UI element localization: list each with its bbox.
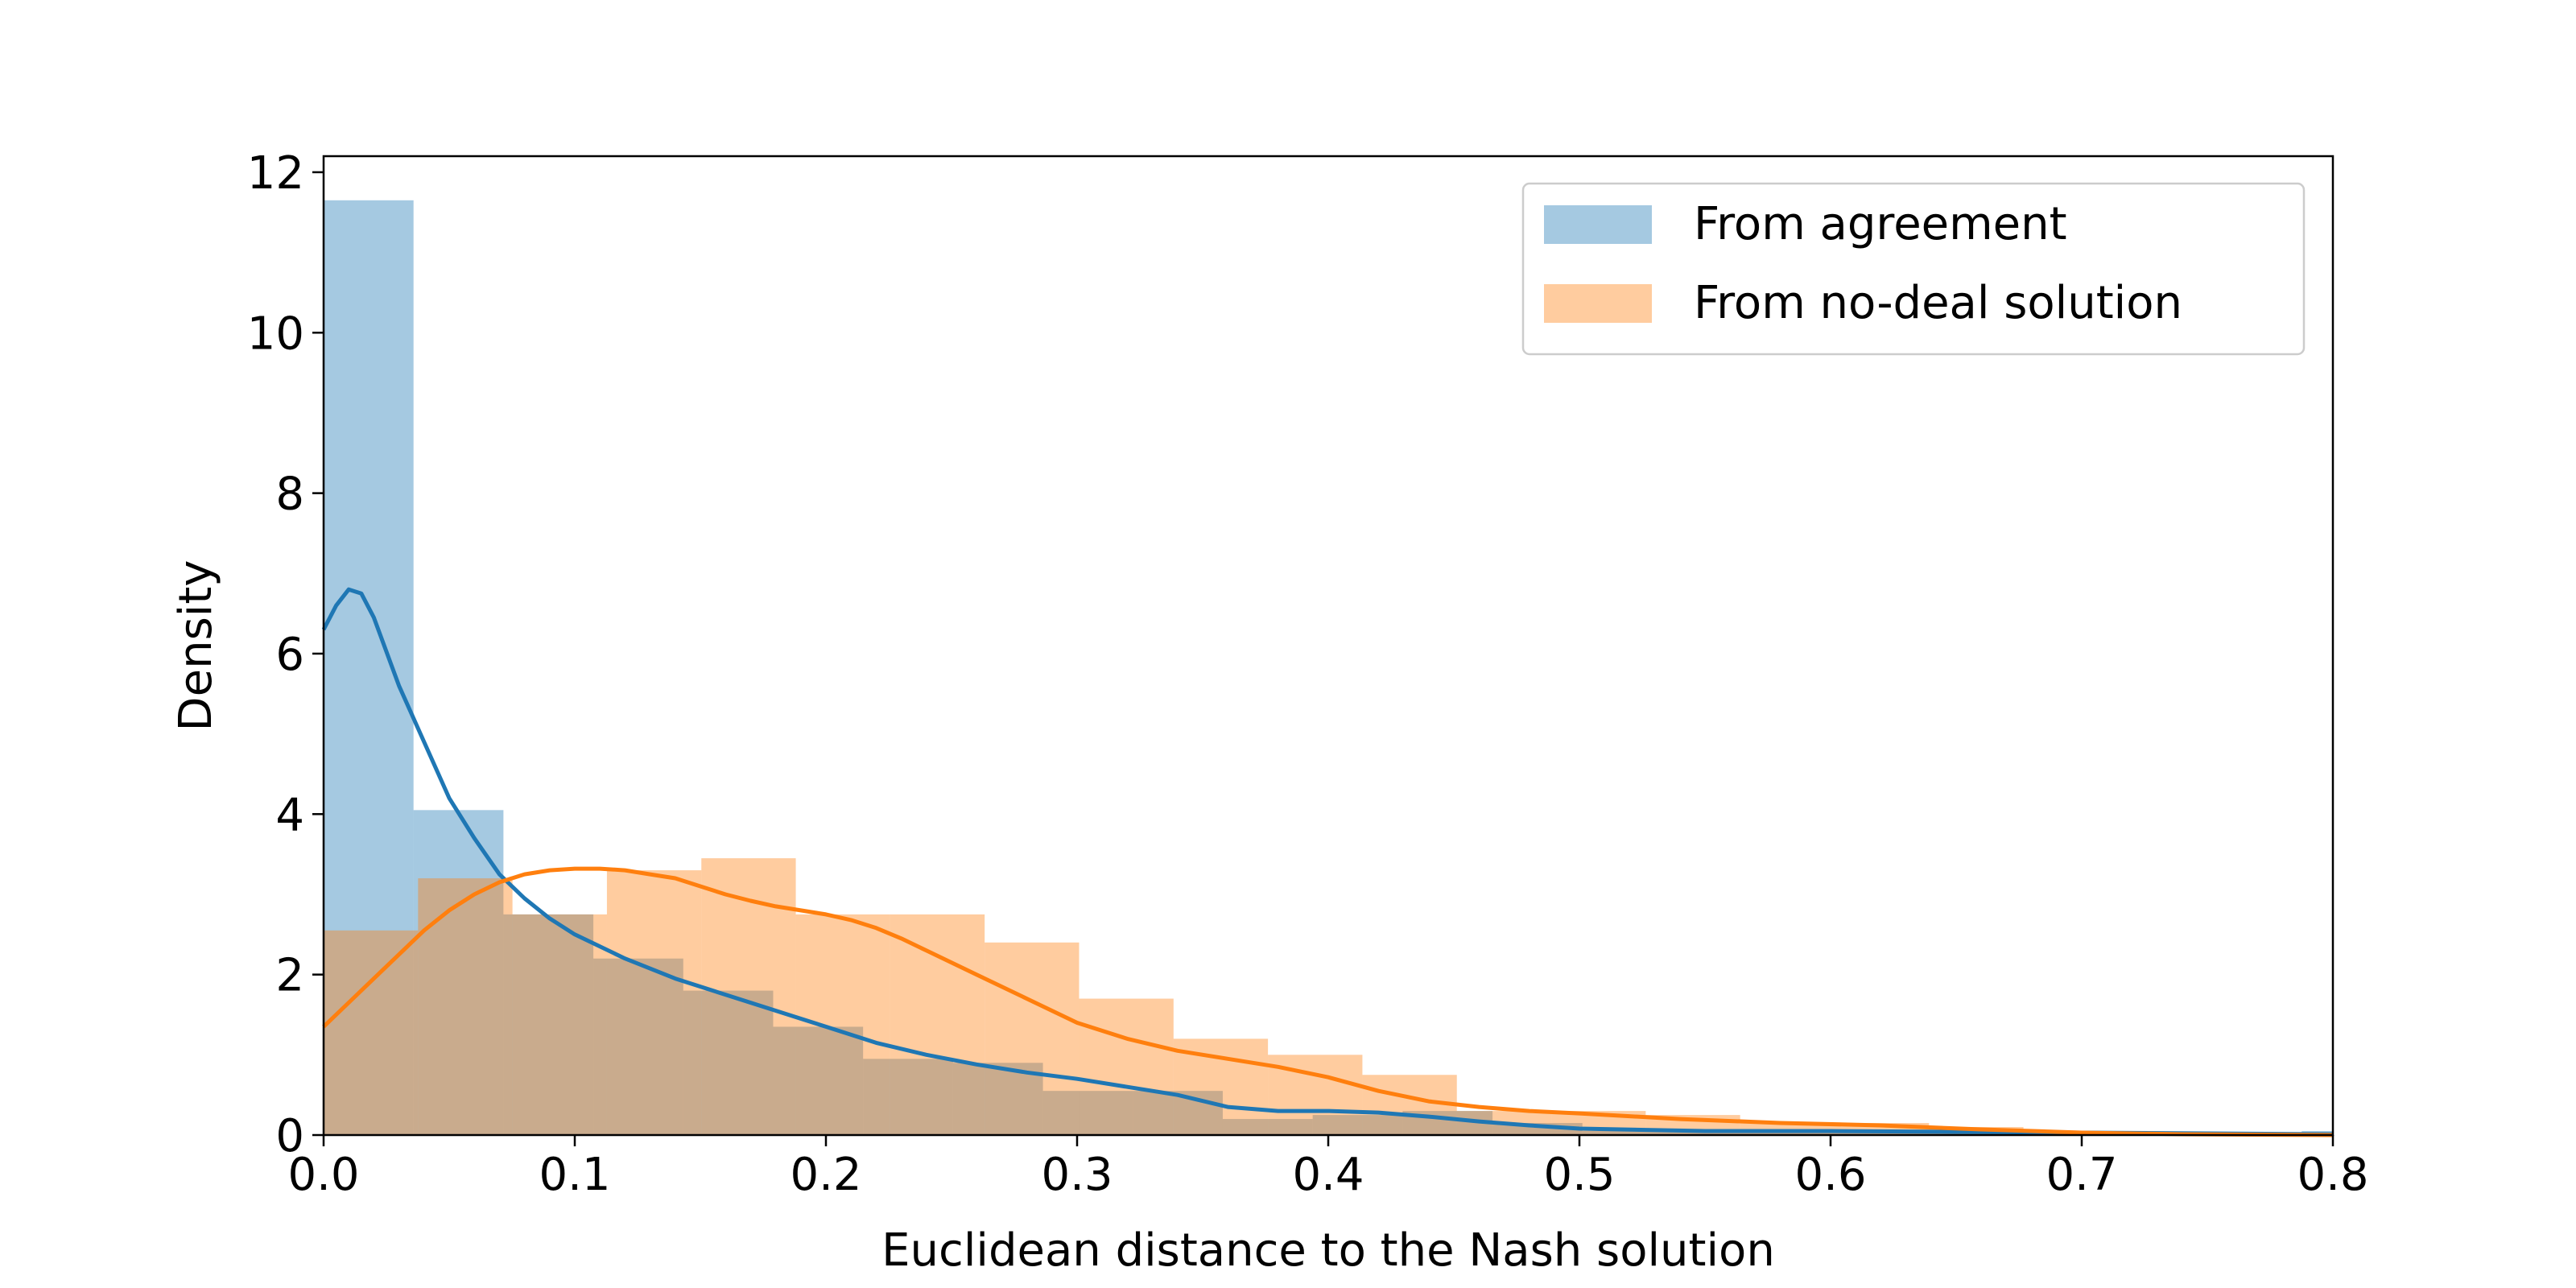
x-tick-label: 0.8 — [2297, 1149, 2368, 1201]
x-tick-label: 0.7 — [2046, 1149, 2117, 1201]
bar-from-no-deal-solution-6 — [890, 914, 985, 1135]
y-tick-label: 4 — [275, 789, 304, 841]
bar-from-no-deal-solution-3 — [606, 870, 702, 1135]
bar-from-agreement-5 — [773, 1026, 864, 1135]
kde-line-from-no-deal-solution — [322, 866, 2334, 1137]
bar-from-agreement-2 — [503, 914, 594, 1135]
y-axis-ticks: 0 2 4 6 8 10 12 — [247, 147, 324, 1162]
bar-from-agreement-6 — [863, 1059, 953, 1135]
y-tick-label: 12 — [247, 147, 304, 200]
kde-line-from-agreement — [321, 587, 2334, 1137]
y-axis-label: Density — [170, 560, 222, 732]
bar-from-agreement-8 — [1042, 1091, 1133, 1135]
bar-from-no-deal-solution-1 — [418, 878, 513, 1135]
bar-from-no-deal-solution-0 — [324, 930, 419, 1135]
histogram-from-no-deal-solution — [324, 858, 2307, 1135]
bar-from-no-deal-solution-8 — [1079, 998, 1174, 1135]
plot-area — [321, 200, 2334, 1137]
legend-swatch-from-no-deal-solution — [1544, 284, 1652, 323]
x-axis-label: Euclidean distance to the Nash solution — [881, 1224, 1775, 1277]
bar-from-no-deal-solution-9 — [1173, 1038, 1269, 1135]
bar-from-agreement-9 — [1133, 1091, 1223, 1135]
bar-from-agreement-0 — [324, 200, 414, 1135]
bar-from-agreement-7 — [952, 1063, 1043, 1135]
bar-from-agreement-16 — [1762, 1131, 1852, 1135]
x-tick-label: 0.5 — [1543, 1149, 1615, 1201]
bar-from-no-deal-solution-5 — [795, 914, 890, 1135]
x-tick-label: 0.4 — [1292, 1149, 1364, 1201]
x-tick-label: 0.3 — [1041, 1149, 1113, 1201]
y-tick-label: 2 — [275, 950, 304, 1002]
y-tick-label: 6 — [275, 629, 304, 681]
bar-from-agreement-10 — [1222, 1119, 1313, 1135]
x-tick-label: 0.6 — [1794, 1149, 1866, 1201]
bar-from-agreement-11 — [1312, 1115, 1403, 1135]
x-tick-label: 0.2 — [790, 1149, 861, 1201]
y-tick-label: 10 — [247, 308, 304, 360]
legend-swatch-from-agreement — [1544, 205, 1652, 244]
bar-from-agreement-1 — [413, 810, 504, 1135]
bar-from-agreement-14 — [1582, 1131, 1673, 1135]
legend: From agreement From no-deal solution — [1521, 182, 2306, 356]
legend-box — [1521, 182, 2306, 356]
kde-lines — [321, 587, 2334, 1137]
bar-from-agreement-15 — [1672, 1131, 1763, 1135]
bar-from-agreement-3 — [593, 958, 683, 1135]
x-tick-label: 0.1 — [539, 1149, 610, 1201]
x-axis-ticks: 0.0 0.1 0.2 0.3 0.4 0.5 0.6 0.7 0.8 — [287, 1135, 2369, 1201]
bar-from-no-deal-solution-2 — [512, 914, 607, 1135]
y-tick-label: 0 — [275, 1110, 304, 1162]
bar-from-no-deal-solution-4 — [701, 858, 796, 1135]
legend-label-from-no-deal-solution: From no-deal solution — [1694, 277, 2182, 329]
bar-from-no-deal-solution-11 — [1362, 1075, 1457, 1135]
bar-from-no-deal-solution-7 — [985, 942, 1080, 1135]
x-tick-label: 0.0 — [287, 1149, 359, 1201]
y-tick-label: 8 — [275, 469, 304, 521]
histogram-from-agreement — [324, 200, 2333, 1135]
legend-label-from-agreement: From agreement — [1694, 198, 2067, 250]
bar-from-agreement-4 — [683, 990, 774, 1135]
